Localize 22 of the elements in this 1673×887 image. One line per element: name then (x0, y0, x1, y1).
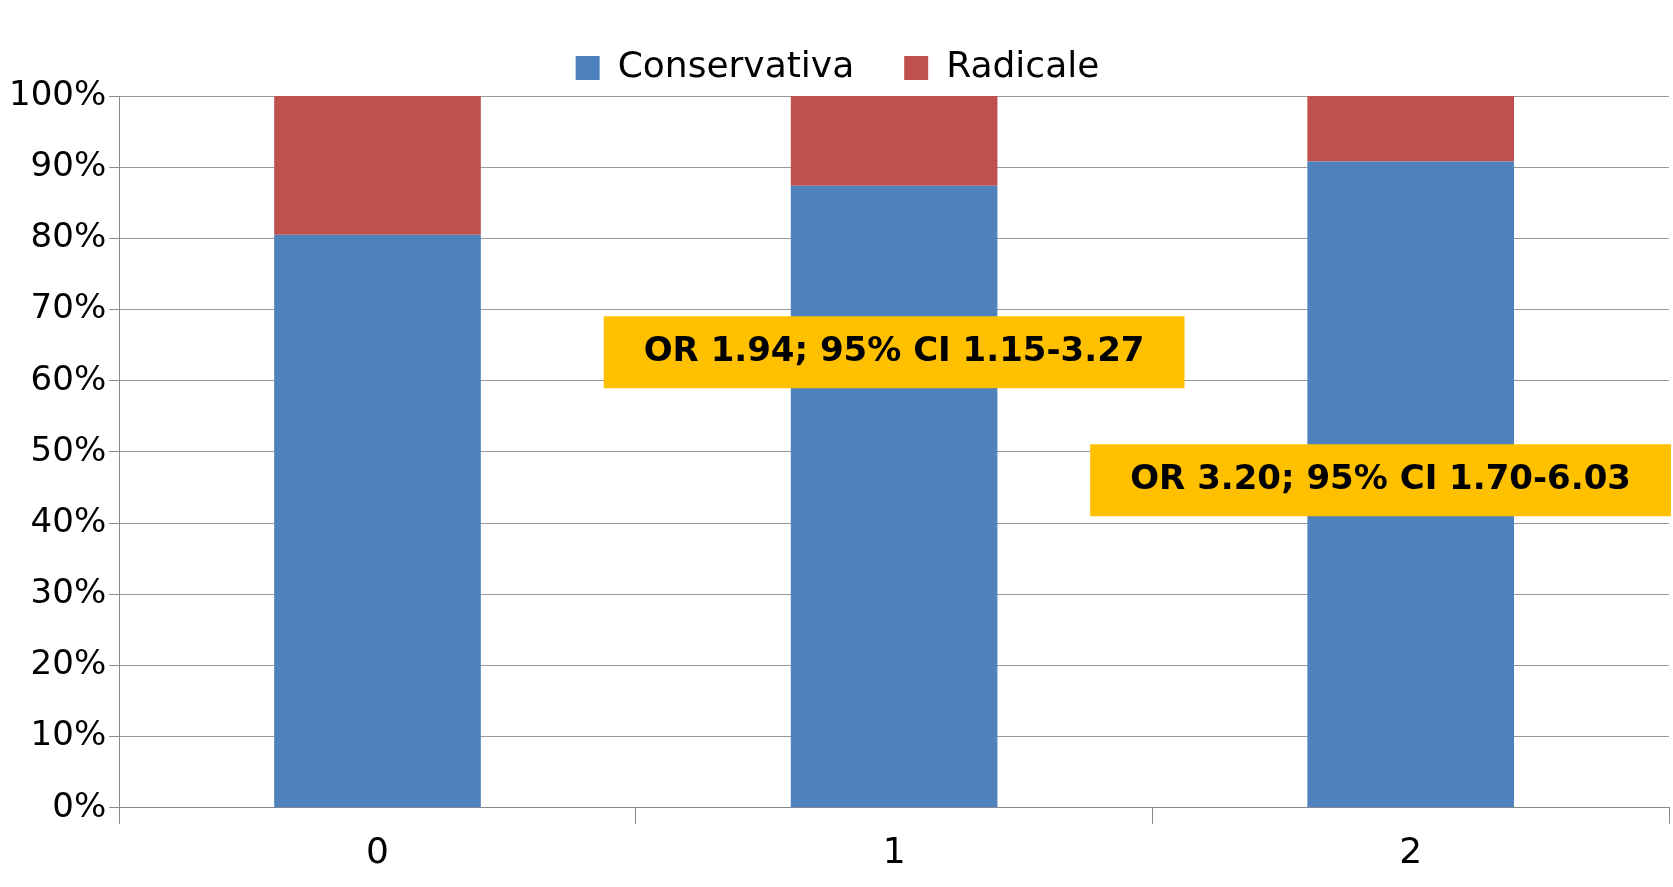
y-tick-label: 50% (30, 428, 107, 469)
bar (274, 234, 481, 808)
bar (790, 96, 998, 186)
annotation: OR 1.94; 95% CI 1.15-3.27 (643, 329, 1145, 370)
x-tick-label: 1 (882, 829, 906, 871)
y-tick-label: 30% (30, 571, 107, 612)
y-tick-label: 80% (30, 215, 107, 256)
y-tick-label: 10% (30, 713, 107, 754)
bar (274, 96, 481, 235)
y-tick-label: 90% (30, 144, 107, 185)
legend-label: Radicale (946, 44, 1100, 86)
legend-label: Conservativa (617, 44, 855, 86)
y-tick-label: 40% (30, 499, 107, 540)
x-tick-label: 0 (366, 829, 389, 871)
y-tick-label: 100% (9, 72, 107, 113)
x-tick-label: 2 (1399, 829, 1423, 871)
y-tick-label: 20% (30, 642, 107, 683)
annotation: OR 3.20; 95% CI 1.70-6.03 (1130, 457, 1632, 498)
y-tick-label: 0% (52, 784, 107, 825)
y-tick-label: 60% (30, 357, 107, 398)
bar (1307, 96, 1515, 162)
y-tick-label: 70% (30, 286, 107, 327)
